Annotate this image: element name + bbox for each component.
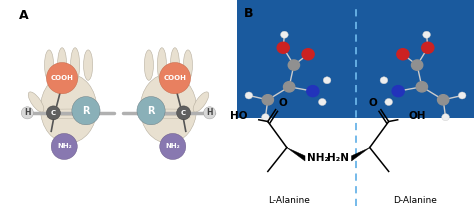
Circle shape bbox=[319, 99, 326, 105]
Text: OH: OH bbox=[409, 111, 426, 121]
Text: HO: HO bbox=[230, 111, 247, 121]
Circle shape bbox=[72, 97, 100, 125]
Ellipse shape bbox=[183, 50, 192, 80]
Text: COOH: COOH bbox=[164, 75, 186, 81]
Text: NH₂: NH₂ bbox=[165, 143, 180, 150]
Ellipse shape bbox=[157, 48, 166, 82]
Circle shape bbox=[283, 82, 295, 92]
Circle shape bbox=[177, 106, 191, 120]
Circle shape bbox=[262, 95, 273, 105]
Circle shape bbox=[277, 42, 289, 53]
Circle shape bbox=[160, 133, 186, 159]
Ellipse shape bbox=[140, 74, 197, 143]
Circle shape bbox=[245, 92, 253, 99]
Text: H: H bbox=[24, 108, 31, 117]
Text: R: R bbox=[82, 106, 90, 116]
Circle shape bbox=[385, 99, 392, 105]
Circle shape bbox=[137, 97, 165, 125]
Circle shape bbox=[392, 85, 404, 97]
Text: A: A bbox=[18, 9, 28, 22]
Circle shape bbox=[288, 60, 300, 70]
Circle shape bbox=[458, 92, 466, 99]
Text: D-Alanine: D-Alanine bbox=[393, 196, 437, 205]
Circle shape bbox=[411, 60, 423, 70]
Text: NH₂: NH₂ bbox=[57, 143, 72, 150]
Polygon shape bbox=[351, 148, 370, 161]
Text: C: C bbox=[51, 110, 56, 116]
Text: L-Alanine: L-Alanine bbox=[268, 196, 310, 205]
Ellipse shape bbox=[83, 50, 93, 80]
Circle shape bbox=[380, 77, 388, 84]
Circle shape bbox=[397, 49, 409, 60]
Polygon shape bbox=[287, 148, 305, 161]
Ellipse shape bbox=[40, 74, 97, 143]
Ellipse shape bbox=[170, 48, 180, 82]
Circle shape bbox=[423, 31, 430, 38]
Circle shape bbox=[203, 107, 216, 119]
Circle shape bbox=[46, 62, 78, 94]
Circle shape bbox=[302, 49, 314, 60]
Text: H₂N: H₂N bbox=[327, 153, 349, 163]
Ellipse shape bbox=[71, 48, 80, 82]
Ellipse shape bbox=[193, 92, 209, 112]
Text: NH₂: NH₂ bbox=[307, 153, 329, 163]
Circle shape bbox=[442, 114, 449, 121]
Circle shape bbox=[262, 114, 269, 121]
Text: C: C bbox=[181, 110, 186, 116]
Circle shape bbox=[307, 85, 319, 97]
Circle shape bbox=[422, 42, 434, 53]
Ellipse shape bbox=[45, 50, 54, 80]
Circle shape bbox=[46, 106, 60, 120]
Text: O: O bbox=[278, 99, 287, 108]
Ellipse shape bbox=[144, 50, 154, 80]
Ellipse shape bbox=[57, 48, 67, 82]
Ellipse shape bbox=[28, 92, 44, 112]
Circle shape bbox=[159, 62, 191, 94]
Circle shape bbox=[281, 31, 288, 38]
Circle shape bbox=[323, 77, 331, 84]
Circle shape bbox=[51, 133, 77, 159]
Bar bbox=[237, 0, 474, 118]
Circle shape bbox=[416, 82, 428, 92]
Text: B: B bbox=[244, 7, 254, 20]
Circle shape bbox=[21, 107, 34, 119]
Circle shape bbox=[438, 95, 449, 105]
Text: O: O bbox=[369, 99, 378, 108]
Text: R: R bbox=[147, 106, 155, 116]
Text: COOH: COOH bbox=[51, 75, 73, 81]
Text: H: H bbox=[206, 108, 213, 117]
